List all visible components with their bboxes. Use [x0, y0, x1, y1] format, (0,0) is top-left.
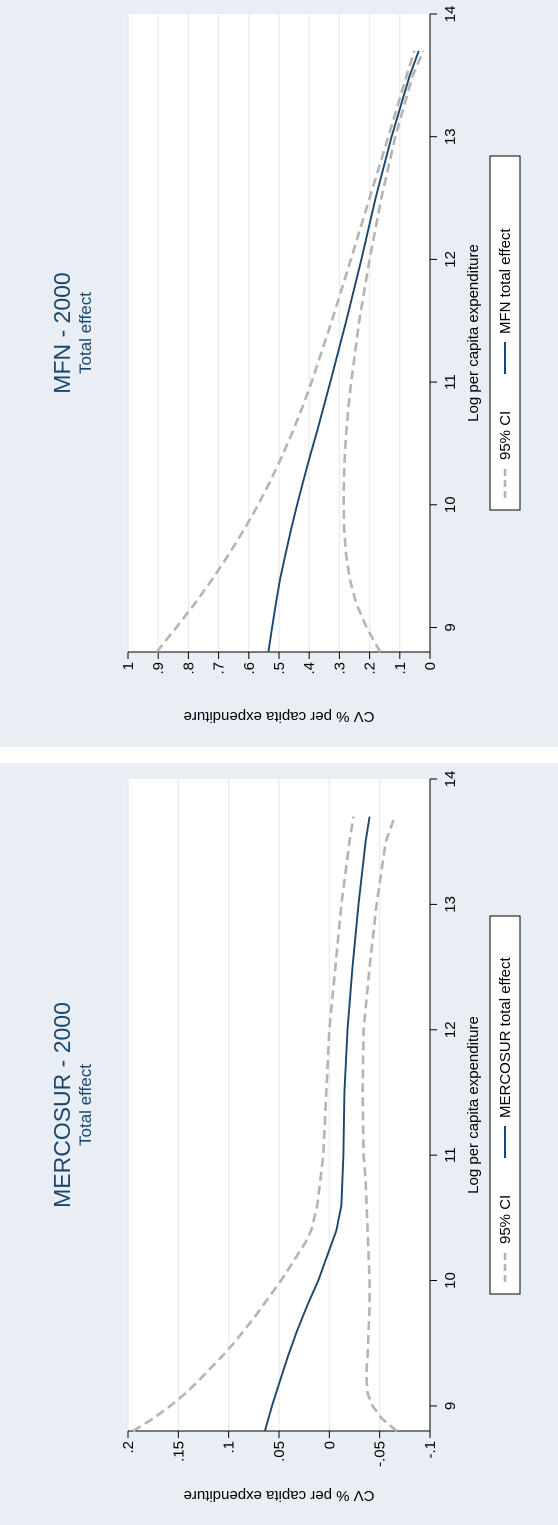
legend-estimate-label: MFN total effect	[497, 228, 514, 334]
ci-line	[155, 50, 416, 653]
chart-title: MERCOSUR - 2000	[49, 1002, 75, 1208]
x-tick-label: 14	[442, 771, 459, 788]
y-axis-title: CV % per capita expenditure	[184, 708, 375, 725]
legend-box	[489, 915, 521, 1295]
y-axis-title: CV % per capita expenditure	[184, 1487, 375, 1504]
x-axis-title: Log per capita expenditure	[465, 1016, 482, 1194]
x-tick-label: 12	[442, 251, 459, 268]
y-tick-label: .15	[170, 1441, 187, 1462]
y-tick-label: 1	[120, 662, 137, 670]
y-tick-label: .5	[271, 662, 288, 675]
chart-title: MFN - 2000	[49, 272, 75, 393]
legend: 95% CI MFN total effect	[489, 155, 521, 511]
ci-line	[342, 50, 425, 653]
chart-subtitle: Total effect	[76, 1064, 95, 1146]
x-tick-label: 13	[442, 128, 459, 145]
y-tick-label: .8	[180, 662, 197, 675]
legend-ci-label: 95% CI	[497, 1195, 514, 1244]
y-tick-label: .05	[271, 1441, 288, 1462]
y-tick-label: -.1	[422, 1441, 439, 1459]
x-tick-label: 10	[442, 1272, 459, 1289]
x-tick-label: 11	[442, 1147, 459, 1163]
x-tick-label: 10	[442, 496, 459, 513]
legend: 95% CI MERCOSUR total effect	[489, 915, 521, 1295]
y-tick-label: .2	[120, 1441, 137, 1454]
y-tick-label: .1	[392, 662, 409, 675]
chart-subtitle: Total effect	[76, 292, 95, 374]
x-tick-label: 14	[442, 6, 459, 23]
y-tick-label: .7	[211, 662, 228, 675]
y-tick-label: 0	[422, 662, 439, 670]
x-tick-label: 9	[442, 623, 459, 631]
y-tick-label: .2	[362, 662, 379, 675]
legend-estimate-label: MERCOSUR total effect	[497, 957, 514, 1118]
chart-panel-1: -.1 -.05 0 .05 .1 .15 .2 9 10 11 12 13 14 MERCOSUR - …	[0, 763, 558, 1525]
ci-line	[132, 816, 355, 1433]
y-tick-label: .3	[331, 662, 348, 675]
x-tick-label: 12	[442, 1021, 459, 1038]
estimate-line	[263, 816, 371, 1432]
y-tick-label: 0	[321, 1441, 338, 1449]
x-tick-label: 13	[442, 896, 459, 913]
x-axis-title: Log per capita expenditure	[465, 244, 482, 422]
x-tick-label: 9	[442, 1402, 459, 1410]
legend-ci-label: 95% CI	[497, 411, 514, 460]
y-tick-label: .4	[301, 662, 318, 675]
chart-panel-2: 0 .1 .2 .3 .4 .5 .6 .7 .8 .9 1 9 10 11 12 13 14 MFN - 200…	[0, 0, 558, 747]
y-tick-label: .9	[150, 662, 167, 675]
ci-line	[361, 816, 398, 1433]
estimate-line	[267, 50, 420, 653]
y-tick-label: .6	[241, 662, 258, 675]
y-tick-label: .1	[221, 1441, 238, 1454]
y-tick-label: -.05	[372, 1441, 389, 1467]
legend-box	[489, 155, 521, 511]
x-tick-label: 11	[442, 374, 459, 390]
